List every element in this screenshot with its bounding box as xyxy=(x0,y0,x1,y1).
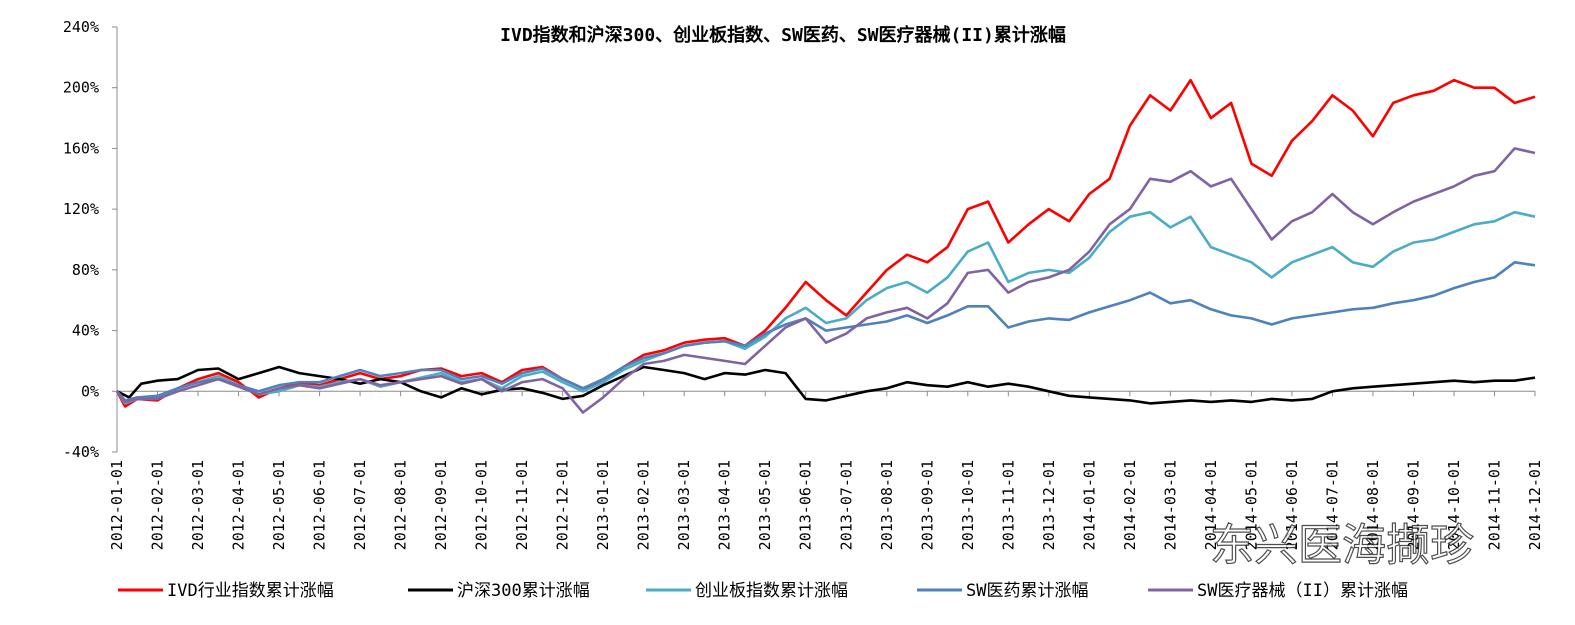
y-tick-label: 120% xyxy=(63,200,99,218)
y-tick-label: 0% xyxy=(81,382,99,400)
x-tick-label: 2012-09-01 xyxy=(432,460,450,550)
legend: IVD行业指数累计涨幅 沪深300累计涨幅 创业板指数累计涨幅 SW医药累计涨幅 SW医… xyxy=(118,581,1408,601)
legend-label: 沪深300累计涨幅 xyxy=(457,581,590,601)
x-tick-label: 2014-02-01 xyxy=(1121,460,1139,550)
x-tick-label: 2014-05-01 xyxy=(1242,460,1260,550)
legend-label: 创业板指数累计涨幅 xyxy=(695,581,848,601)
x-tick-label: 2012-03-01 xyxy=(189,460,207,550)
x-tick-label: 2012-04-01 xyxy=(230,460,248,550)
x-tick-label: 2013-08-01 xyxy=(878,460,896,550)
x-tick-label: 2012-10-01 xyxy=(473,460,491,550)
legend-label: SW医药累计涨幅 xyxy=(966,581,1088,601)
x-tick-label: 2012-06-01 xyxy=(311,460,329,550)
x-tick-label: 2014-03-01 xyxy=(1161,460,1179,550)
series-group xyxy=(115,78,1536,414)
x-tick-label: 2014-07-01 xyxy=(1323,460,1341,550)
x-tick-label: 2012-02-01 xyxy=(149,460,167,550)
x-tick-label: 2014-10-01 xyxy=(1445,460,1463,550)
x-tick-label: 2013-07-01 xyxy=(837,460,855,550)
y-tick-label: -40% xyxy=(63,443,99,461)
x-tick-label: 2013-09-01 xyxy=(918,460,936,550)
series-line-4 xyxy=(116,261,1536,402)
x-tick-label: 2012-12-01 xyxy=(554,460,572,550)
y-tick-label: 40% xyxy=(72,322,99,340)
x-tick-label: 2014-01-01 xyxy=(1080,460,1098,550)
x-tick-label: 2014-06-01 xyxy=(1283,460,1301,550)
x-tick-label: 2013-10-01 xyxy=(959,460,977,550)
x-tick-label: 2014-11-01 xyxy=(1485,460,1503,550)
chart-title: IVD指数和沪深300、创业板指数、SW医药、SW医疗器械(II)累计涨幅 xyxy=(500,24,1066,46)
y-tick-label: 80% xyxy=(72,261,99,279)
y-axis: -40% 0% 40% 80% 120% 160% 200% 240% xyxy=(63,18,118,461)
series-line-2 xyxy=(116,365,1536,405)
watermark-text: 东兴医海撷珍 xyxy=(1210,520,1474,571)
x-tick-label: 2014-12-01 xyxy=(1526,460,1544,550)
legend-label: IVD行业指数累计涨幅 xyxy=(167,581,334,601)
x-tick-label: 2012-05-01 xyxy=(270,460,288,550)
x-tick-label: 2014-09-01 xyxy=(1404,460,1422,550)
y-tick-label: 240% xyxy=(63,18,99,36)
y-tick-label: 160% xyxy=(63,139,99,157)
x-tick-label: 2013-11-01 xyxy=(999,460,1017,550)
x-tick-label: 2013-01-01 xyxy=(594,460,612,550)
x-axis: 2012-01-01 2012-02-01 2012-03-01 2012-04-01… xyxy=(108,390,1544,550)
x-tick-label: 2013-03-01 xyxy=(675,460,693,550)
series-line-3 xyxy=(115,210,1536,405)
x-tick-label: 2012-01-01 xyxy=(108,460,126,550)
series-line-1 xyxy=(115,78,1536,408)
x-tick-label: 2014-08-01 xyxy=(1364,460,1382,550)
x-tick-label: 2014-04-01 xyxy=(1202,460,1220,550)
x-tick-label: 2013-05-01 xyxy=(756,460,774,550)
series-line-5 xyxy=(115,147,1536,414)
legend-label: SW医疗器械（II）累计涨幅 xyxy=(1197,581,1408,601)
x-tick-label: 2012-07-01 xyxy=(351,460,369,550)
x-tick-label: 2013-12-01 xyxy=(1040,460,1058,550)
x-tick-label: 2012-08-01 xyxy=(392,460,410,550)
y-tick-label: 200% xyxy=(63,79,99,97)
x-tick-label: 2013-06-01 xyxy=(797,460,815,550)
x-tick-label: 2013-02-01 xyxy=(635,460,653,550)
x-tick-label: 2013-04-01 xyxy=(716,460,734,550)
x-tick-label: 2012-11-01 xyxy=(513,460,531,550)
